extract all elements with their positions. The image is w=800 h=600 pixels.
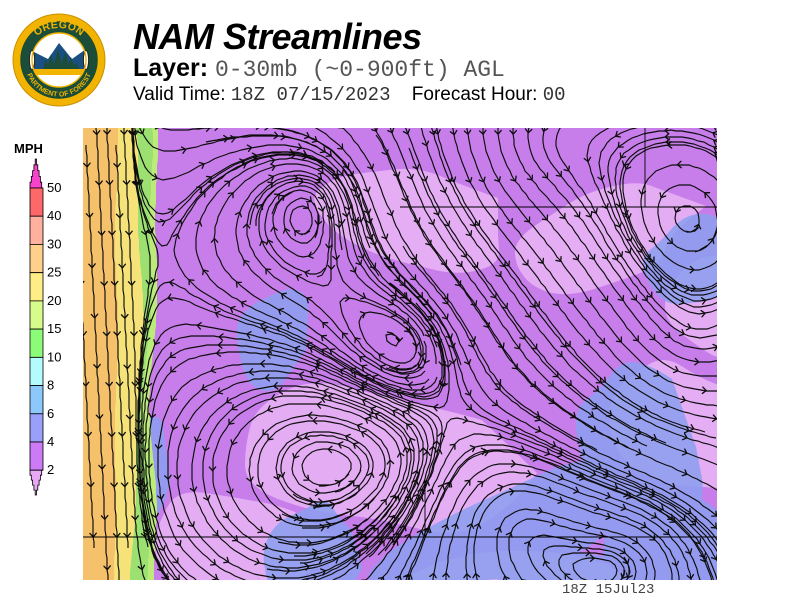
svg-text:20: 20 bbox=[47, 293, 61, 308]
svg-text:25: 25 bbox=[47, 265, 61, 280]
svg-text:4: 4 bbox=[47, 434, 54, 449]
svg-text:40: 40 bbox=[47, 208, 61, 223]
svg-text:50: 50 bbox=[47, 180, 61, 195]
svg-text:2: 2 bbox=[47, 462, 54, 477]
svg-text:8: 8 bbox=[47, 378, 54, 393]
svg-text:MPH: MPH bbox=[14, 141, 43, 156]
svg-text:6: 6 bbox=[47, 406, 54, 421]
svg-text:15: 15 bbox=[47, 321, 61, 336]
svg-text:10: 10 bbox=[47, 349, 61, 364]
svg-text:30: 30 bbox=[47, 236, 61, 251]
